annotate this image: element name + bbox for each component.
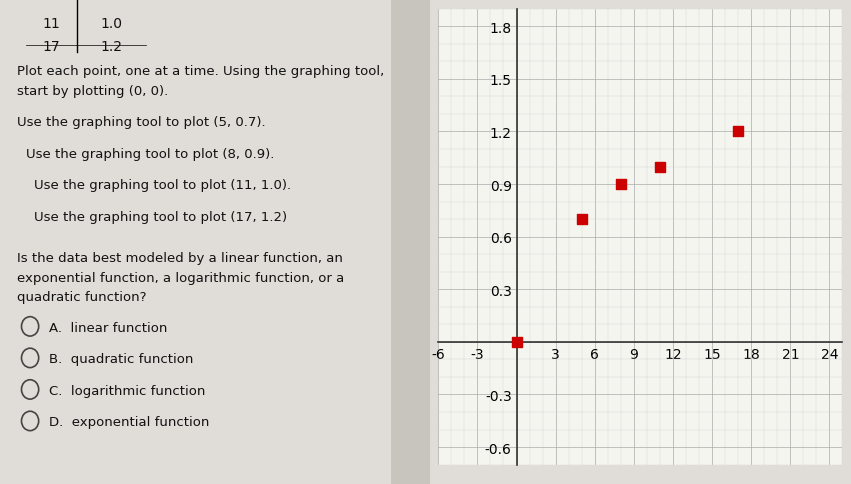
Text: Use the graphing tool to plot (17, 1.2): Use the graphing tool to plot (17, 1.2) — [34, 211, 288, 224]
Text: start by plotting (0, 0).: start by plotting (0, 0). — [17, 85, 168, 98]
Text: B.  quadratic function: B. quadratic function — [49, 353, 194, 365]
Point — [653, 163, 666, 171]
Text: Use the graphing tool to plot (5, 0.7).: Use the graphing tool to plot (5, 0.7). — [17, 116, 266, 129]
Text: Is the data best modeled by a linear function, an: Is the data best modeled by a linear fun… — [17, 252, 343, 265]
Text: 1.2: 1.2 — [100, 40, 123, 54]
Text: D.  exponential function: D. exponential function — [49, 416, 210, 428]
Text: 11: 11 — [43, 17, 60, 31]
Point — [731, 128, 745, 136]
Text: C.  logarithmic function: C. logarithmic function — [49, 384, 206, 397]
Text: Use the graphing tool to plot (11, 1.0).: Use the graphing tool to plot (11, 1.0). — [34, 179, 292, 192]
Text: Use the graphing tool to plot (8, 0.9).: Use the graphing tool to plot (8, 0.9). — [26, 148, 274, 161]
Text: 17: 17 — [43, 40, 60, 54]
Point — [614, 181, 628, 189]
Text: Plot each point, one at a time. Using the graphing tool,: Plot each point, one at a time. Using th… — [17, 65, 385, 78]
Text: A.  linear function: A. linear function — [49, 321, 168, 334]
Bar — [391, 0, 430, 484]
Text: exponential function, a logarithmic function, or a: exponential function, a logarithmic func… — [17, 271, 345, 284]
Point — [575, 216, 589, 224]
Point — [510, 338, 523, 346]
Text: quadratic function?: quadratic function? — [17, 290, 146, 303]
Text: 1.0: 1.0 — [100, 17, 123, 31]
